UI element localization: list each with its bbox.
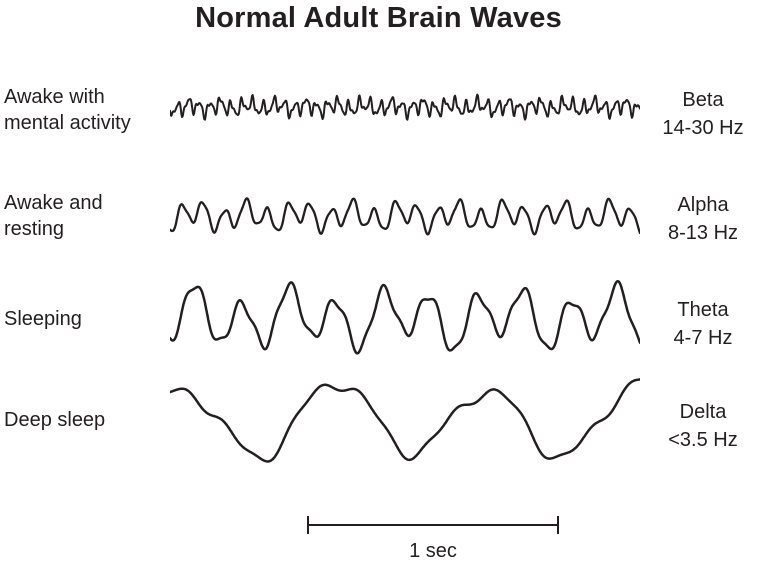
time-scale-bar: [307, 516, 559, 534]
delta-waveform: [170, 378, 640, 463]
condition-label-theta: Sleeping: [4, 308, 82, 330]
wave-name-beta: Beta: [682, 89, 724, 111]
wave-range-alpha: 8-13 Hz: [667, 222, 739, 244]
wave-range-delta: <3.5 Hz: [668, 429, 738, 451]
theta-waveform: [170, 279, 640, 355]
wave-range-beta: 14-30 Hz: [662, 117, 744, 139]
condition-label-beta: Awake with mental activity: [4, 86, 131, 134]
frequency-label-delta: Delta <3.5 Hz: [652, 398, 754, 454]
wave-name-theta: Theta: [677, 299, 729, 321]
beta-waveform: [170, 93, 640, 121]
frequency-label-beta: Beta 14-30 Hz: [652, 86, 754, 142]
scale-bar-line: [307, 524, 559, 526]
frequency-label-alpha: Alpha 8-13 Hz: [652, 191, 754, 247]
frequency-label-theta: Theta 4-7 Hz: [652, 296, 754, 352]
wave-range-theta: 4-7 Hz: [673, 327, 733, 349]
time-scale-label: 1 sec: [409, 540, 457, 562]
wave-name-delta: Delta: [679, 401, 727, 423]
scale-tick-right: [557, 516, 559, 534]
condition-label-alpha: Awake and resting: [4, 192, 103, 240]
wave-name-alpha: Alpha: [677, 194, 729, 216]
alpha-waveform: [170, 197, 640, 236]
diagram-title: Normal Adult Brain Waves: [195, 2, 562, 34]
condition-label-delta: Deep sleep: [4, 409, 106, 431]
